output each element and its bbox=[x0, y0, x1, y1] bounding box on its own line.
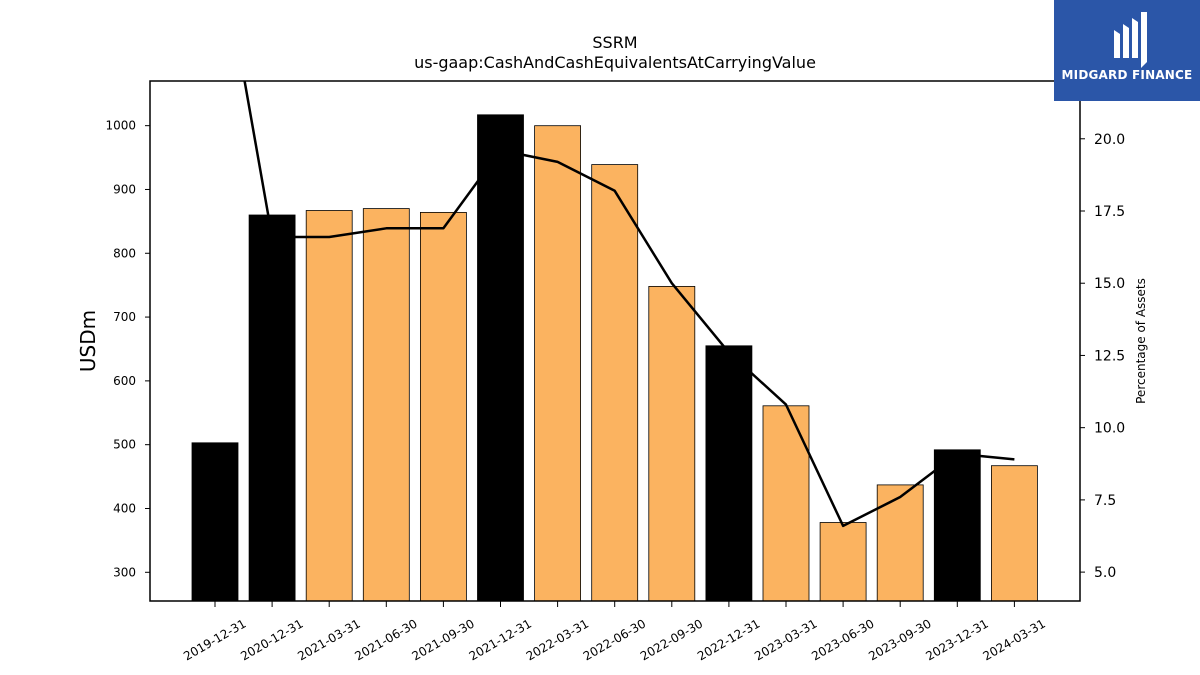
bar-2022-12-31 bbox=[705, 345, 753, 602]
x-tick-label: 2023-03-31 bbox=[752, 616, 819, 663]
y-axis-label: USDm bbox=[76, 310, 100, 372]
bar-2023-09-30 bbox=[876, 484, 924, 602]
x-tick-label: 2021-09-30 bbox=[409, 616, 476, 663]
bar-2021-09-30 bbox=[419, 211, 467, 602]
x-tick-label: 2020-12-31 bbox=[238, 616, 305, 663]
y-right-tick-label: 5.0 bbox=[1094, 565, 1116, 581]
y-right-tick-label: 20.0 bbox=[1094, 132, 1125, 148]
bar-2022-03-31 bbox=[534, 125, 581, 602]
x-tick-label: 2022-06-30 bbox=[581, 616, 648, 663]
bar-2023-12-31 bbox=[933, 449, 981, 602]
bar-2023-06-30 bbox=[819, 522, 867, 602]
y-right-tick-label: 7.5 bbox=[1094, 493, 1116, 509]
x-tick-label: 2022-09-30 bbox=[638, 616, 705, 663]
bar-2022-09-30 bbox=[648, 285, 696, 602]
x-tick-label: 2023-12-31 bbox=[923, 616, 990, 663]
y-right-tick-label: 15.0 bbox=[1094, 276, 1125, 292]
bar-series bbox=[191, 114, 1038, 602]
chart-title: SSRM bbox=[592, 33, 637, 52]
bar-2020-12-31 bbox=[248, 214, 296, 602]
bar-2021-03-31 bbox=[305, 210, 353, 602]
y-right-tick-label: 12.5 bbox=[1094, 348, 1125, 364]
bar-2021-12-31 bbox=[477, 114, 524, 602]
y-tick-label: 400 bbox=[113, 501, 136, 515]
x-tick-label: 2023-09-30 bbox=[866, 616, 933, 663]
x-tick-label: 2019-12-31 bbox=[181, 616, 248, 663]
x-tick-label: 2023-06-30 bbox=[809, 616, 876, 663]
percentage-line bbox=[243, 80, 1015, 528]
x-tick-label: 2021-06-30 bbox=[352, 616, 419, 663]
x-tick-label: 2021-12-31 bbox=[467, 616, 534, 663]
bar-2019-12-31 bbox=[191, 442, 239, 602]
left-axis: 300 400 500 600 700 800 900 1000 bbox=[105, 119, 150, 579]
logo-mark-icon bbox=[1114, 12, 1147, 68]
y-tick-label: 900 bbox=[113, 182, 136, 196]
y-tick-label: 500 bbox=[113, 438, 136, 452]
y-tick-label: 1000 bbox=[105, 119, 136, 133]
y-tick-label: 300 bbox=[113, 565, 136, 579]
x-tick-label: 2024-03-31 bbox=[980, 616, 1047, 663]
chart-subtitle: us-gaap:CashAndCashEquivalentsAtCarrying… bbox=[414, 53, 816, 72]
y-tick-label: 800 bbox=[113, 246, 136, 260]
x-tick-label: 2021-03-31 bbox=[295, 616, 362, 663]
x-tick-label: 2022-03-31 bbox=[524, 616, 591, 663]
y-axis-label-right: Percentage of Assets bbox=[1134, 278, 1148, 404]
midgard-finance-logo: MIDGARD FINANCE bbox=[1054, 0, 1200, 101]
y-right-tick-label: 10.0 bbox=[1094, 421, 1125, 437]
bar-2022-06-30 bbox=[591, 164, 639, 602]
bar-2021-06-30 bbox=[362, 208, 410, 602]
x-tick-label: 2022-12-31 bbox=[695, 616, 762, 663]
y-tick-label: 700 bbox=[113, 310, 136, 324]
logo-text: MIDGARD FINANCE bbox=[1061, 68, 1193, 82]
y-right-tick-label: 17.5 bbox=[1094, 204, 1125, 220]
x-axis: 2019-12-312020-12-312021-03-312021-06-30… bbox=[181, 601, 1048, 663]
bar-2024-03-31 bbox=[991, 465, 1038, 602]
bar-2023-03-31 bbox=[762, 405, 810, 602]
right-axis: 5.0 7.5 10.0 12.5 15.0 17.5 20.0 bbox=[1080, 132, 1125, 581]
y-tick-label: 600 bbox=[113, 374, 136, 388]
